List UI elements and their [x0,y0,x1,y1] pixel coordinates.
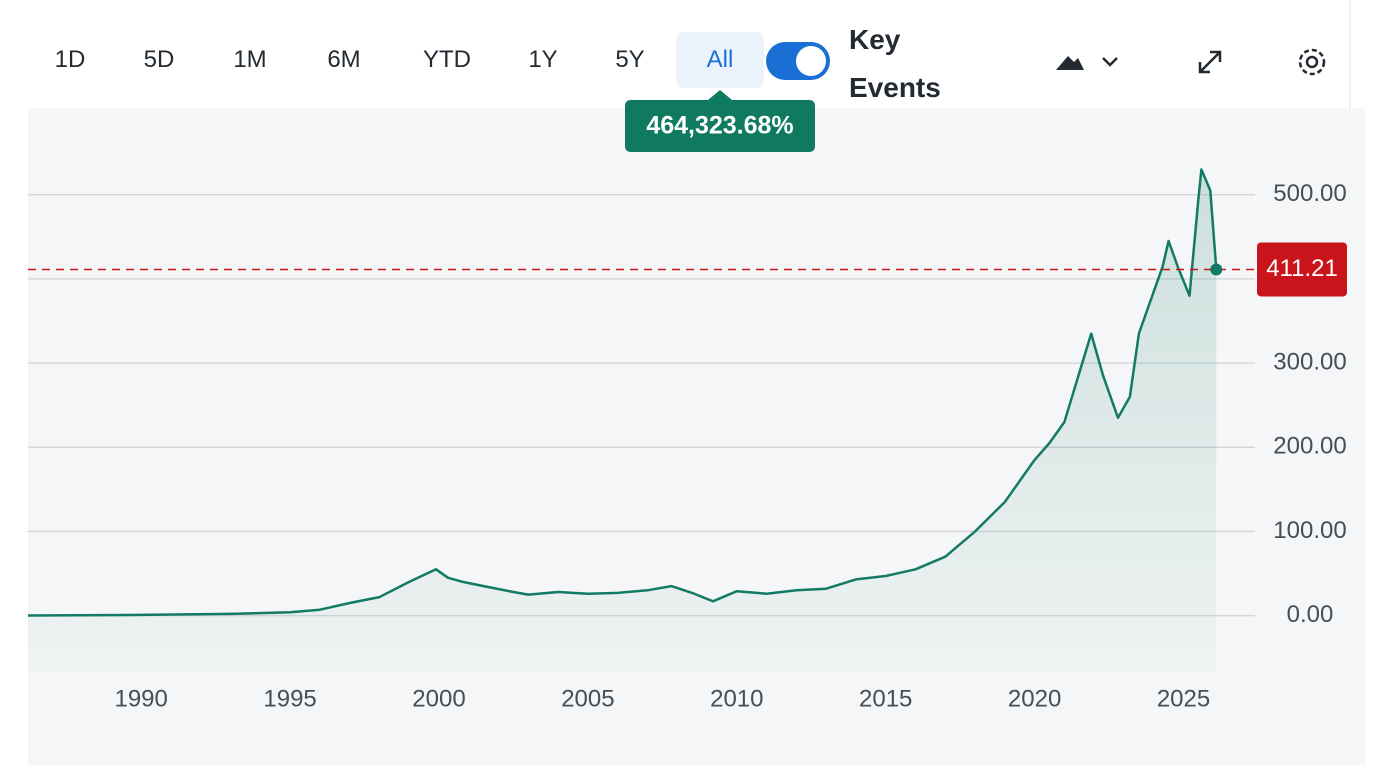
settings-button[interactable] [1298,48,1326,76]
x-tick-label: 2005 [561,685,614,712]
last-value-label: 411.21 [1266,255,1338,282]
range-button[interactable]: YTD [423,46,471,73]
x-tick-label: 1995 [263,685,316,712]
y-tick-label: 300.00 [1273,348,1346,375]
y-tick-label: 100.00 [1273,517,1346,544]
x-tick-label: 2010 [710,685,763,712]
change-label: 464,323.68% [646,112,793,140]
last-value-badge [1257,242,1347,297]
y-tick-label: 500.00 [1273,180,1346,207]
range-button[interactable]: 1Y [528,46,558,73]
range-button[interactable]: 1M [233,46,267,73]
last-point [1210,263,1223,276]
range-button[interactable]: 1D [54,46,86,73]
toggle-knob [796,46,826,76]
range-button[interactable]: 5D [143,46,175,73]
chart-type-button[interactable] [1056,56,1118,70]
x-tick-label: 2000 [412,685,465,712]
change-badge [625,90,815,152]
y-tick-label: 0.00 [1287,601,1334,628]
key-events-toggle[interactable] [766,42,830,80]
y-tick-label: 200.00 [1273,433,1346,460]
range-button[interactable]: All [676,32,764,88]
toggle-label: Key Events [849,24,941,103]
x-tick-label: 2015 [859,685,912,712]
price-line [27,168,1218,617]
expand-button[interactable] [1198,50,1222,74]
range-button[interactable]: 6M [327,46,361,73]
x-tick-label: 2025 [1157,685,1210,712]
x-tick-label: 2020 [1008,685,1061,712]
range-button[interactable]: 5Y [615,46,645,73]
x-tick-label: 1990 [114,685,167,712]
area [28,169,1217,672]
